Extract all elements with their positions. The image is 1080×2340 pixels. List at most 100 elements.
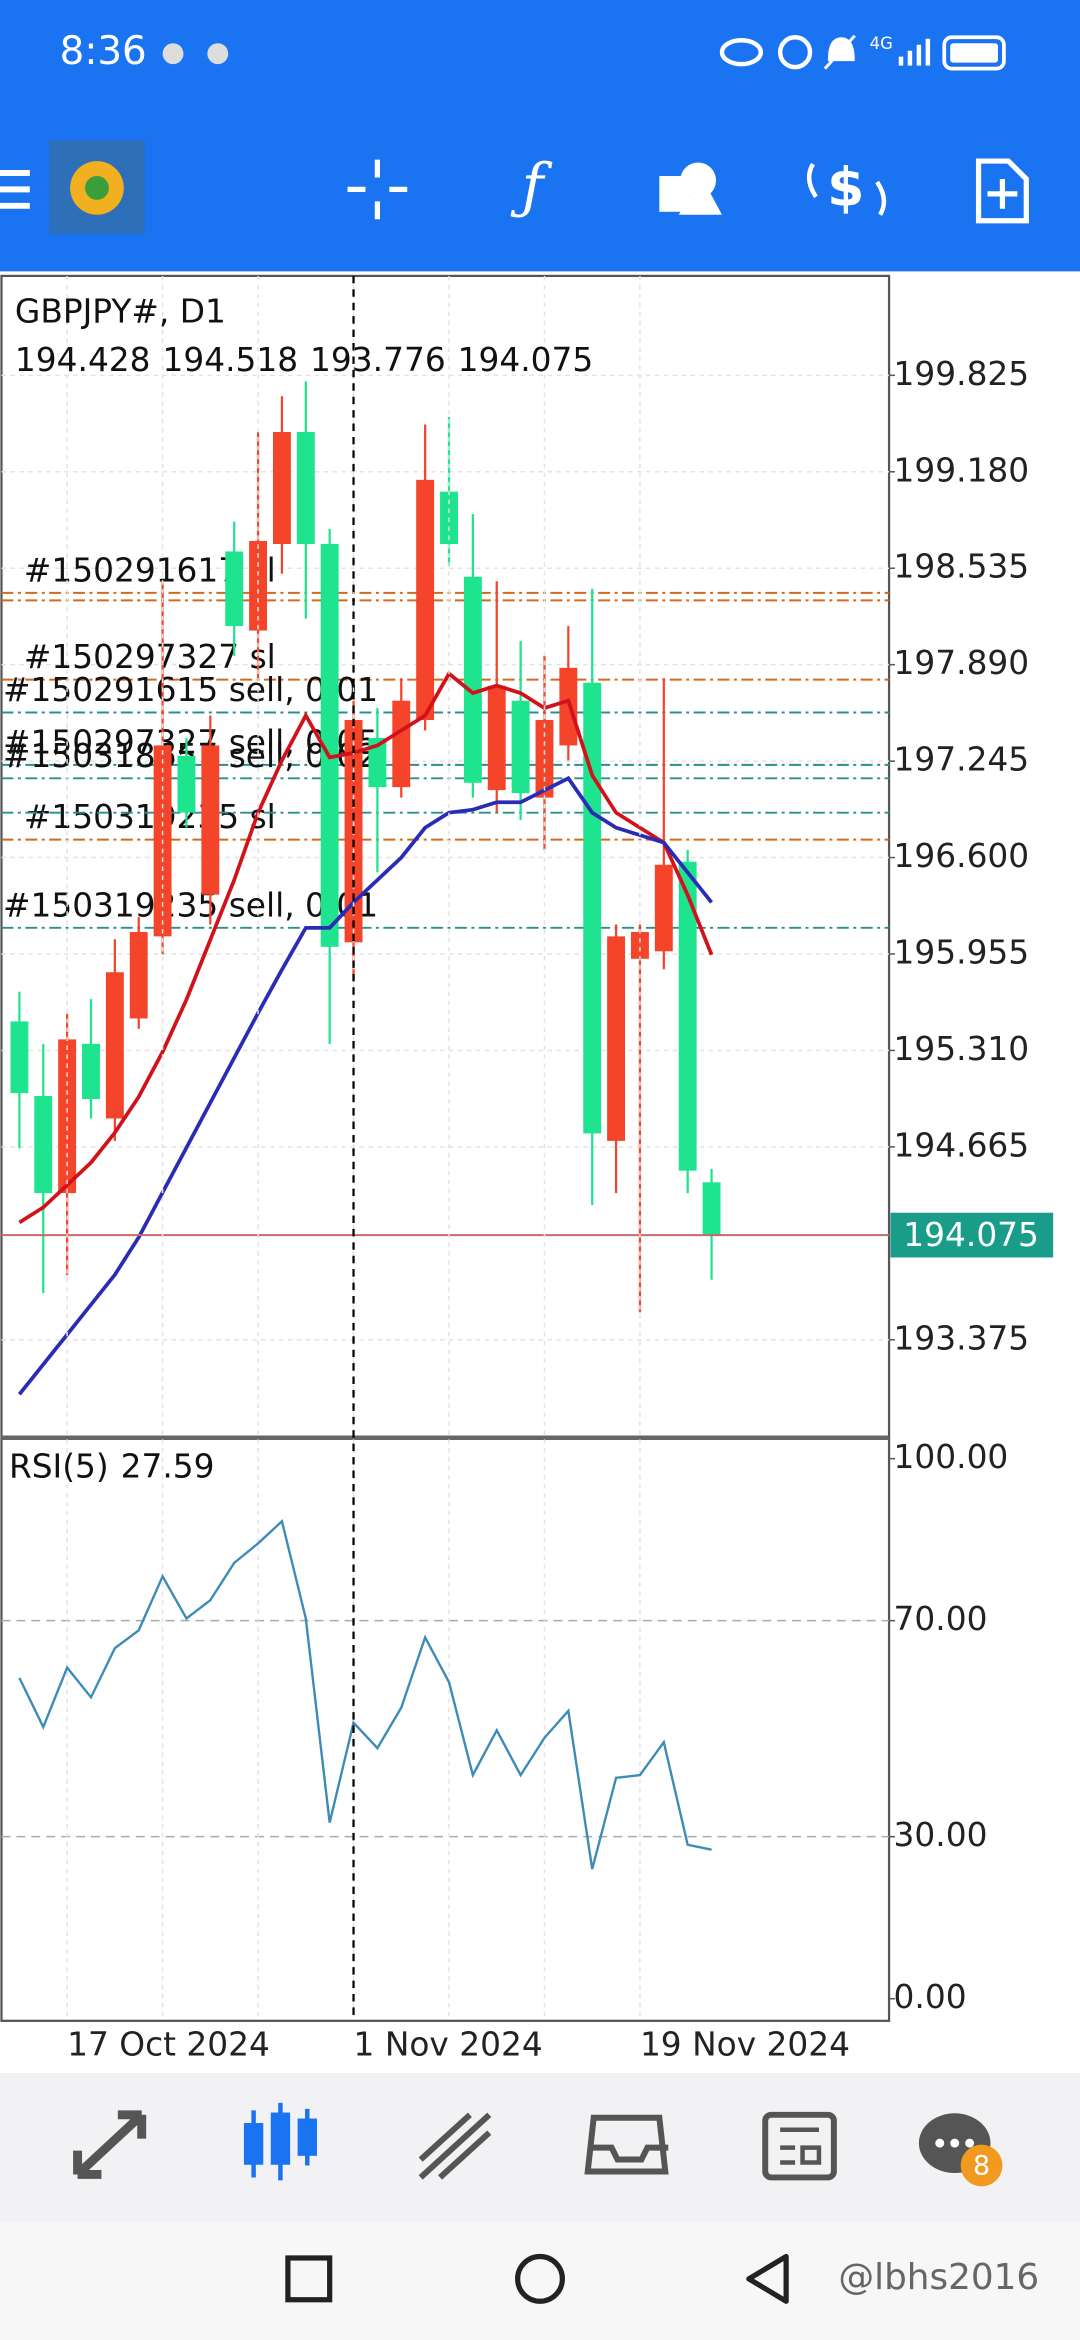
new-order-button[interactable]: [975, 158, 1029, 224]
battery-level: [950, 43, 998, 63]
candle-body: [177, 755, 196, 813]
y-tick-label: 198.535: [894, 548, 1030, 586]
chart-frame: [0, 274, 891, 2022]
y-tick-label: 199.180: [894, 451, 1030, 489]
logo-mark: [85, 175, 109, 200]
ohlc-readout: 194.428 194.518 193.776 194.075: [15, 340, 593, 378]
x-tick-label: 17 Oct 2024: [67, 2026, 270, 2064]
order-label: #150319235 sell, 0.01: [3, 886, 378, 924]
moving-average: [18, 670, 714, 1224]
candle-body: [416, 479, 435, 720]
y-tick-label: 193.375: [894, 1319, 1030, 1357]
y-tick-label: 195.955: [894, 934, 1030, 972]
chat-badge: [960, 2144, 1003, 2187]
y-tick-label: 199.825: [894, 355, 1030, 393]
candle-body: [463, 576, 482, 783]
objects-button[interactable]: [659, 162, 722, 215]
candle-body: [34, 1096, 53, 1194]
candle-body: [320, 544, 339, 947]
last-price-box: [890, 1212, 1054, 1258]
trade-arrows: [806, 162, 887, 216]
system-nav: [0, 2222, 1080, 2340]
y-tick-label: 70.00: [894, 1600, 988, 1638]
candle-body: [82, 1043, 100, 1100]
recents-button[interactable]: [285, 2255, 333, 2303]
y-tick-label: 197.890: [894, 644, 1030, 682]
candle-body: [630, 932, 649, 959]
ohlc-value: 193.776: [310, 340, 446, 378]
candle-body: [368, 737, 387, 788]
ohlc-value: 194.428: [15, 340, 151, 378]
candle-body: [105, 972, 124, 1119]
chat-dot: [935, 2138, 945, 2148]
history-tab[interactable]: [584, 2114, 669, 2175]
candle-body: [201, 745, 220, 895]
candle-body: [225, 551, 244, 627]
notif-icon: [207, 43, 229, 65]
battery-icon: [942, 35, 1006, 71]
signal-icon: [898, 38, 931, 66]
candle-body: [511, 700, 530, 794]
top-bar: [0, 0, 1080, 272]
candle-body: [678, 861, 697, 1171]
candle-body: [487, 685, 506, 791]
alarm-icon: [777, 35, 813, 70]
candle-body: [10, 1021, 29, 1094]
chart-title: GBPJPY#, D1: [15, 293, 226, 331]
candle-body: [702, 1182, 721, 1236]
chat-dot: [965, 2138, 975, 2148]
news-icon: [780, 2127, 822, 2165]
bottom-nav: [0, 2073, 1080, 2223]
y-tick-label: 0.00: [894, 1978, 967, 2016]
rsi-title: RSI(5) 27.59: [9, 1447, 215, 1485]
notif-icon: [162, 43, 184, 65]
candle-body: [129, 932, 148, 1019]
chart-tab[interactable]: [243, 2102, 317, 2181]
candle-body: [272, 432, 291, 545]
ohlc-value: 194.518: [162, 340, 298, 378]
y-tick-label: 195.310: [894, 1030, 1030, 1068]
y-tick-label: 30.00: [894, 1816, 988, 1854]
trade-tab[interactable]: [418, 2112, 492, 2180]
rsi-value: 27.59: [121, 1447, 215, 1485]
candle-body: [249, 541, 268, 631]
main-panel: #150291617 sl#150297327 sl#150319235 sl#…: [1, 275, 890, 1437]
rsi-name: RSI(5): [9, 1447, 109, 1485]
eye-icon: [719, 38, 764, 67]
chat-badge-count: 8: [973, 2150, 990, 2181]
back-button[interactable]: [746, 2253, 789, 2304]
crosshair-button[interactable]: [347, 159, 408, 220]
chart-area: [0, 271, 1080, 2074]
y-tick-label: 197.245: [894, 741, 1030, 779]
x-tick-label: 19 Nov 2024: [640, 2026, 850, 2064]
new-order-plus: [987, 178, 1018, 209]
candle-body: [654, 864, 673, 952]
ohlc-value: 194.075: [458, 340, 594, 378]
candle-body: [58, 1039, 77, 1194]
home-button[interactable]: [515, 2253, 565, 2304]
last-price-label: 194.075: [903, 1216, 1039, 1254]
network-type: 4G: [870, 34, 893, 53]
news-tab[interactable]: [762, 2111, 837, 2181]
x-tick-label: 1 Nov 2024: [354, 2026, 543, 2064]
order-label: #150291615 sell, 0.01: [3, 671, 378, 709]
chat-dot: [950, 2138, 960, 2148]
trade-button[interactable]: $: [827, 156, 864, 219]
watermark: @lbhs2016: [838, 2257, 1039, 2298]
candle-body: [583, 682, 602, 1134]
candle-body: [607, 936, 626, 1141]
y-tick-label: 100.00: [894, 1438, 1009, 1476]
mute-icon: [823, 34, 856, 70]
quotes-tab[interactable]: [73, 2110, 147, 2179]
rsi-line: [18, 1519, 712, 1870]
menu-button[interactable]: [0, 170, 30, 209]
y-tick-label: 194.665: [894, 1126, 1030, 1164]
order-label: #150319235 sl: [24, 798, 276, 836]
candle-body: [296, 432, 315, 545]
y-tick-label: 196.600: [894, 837, 1030, 875]
moving-average: [17, 775, 714, 1396]
candle-body: [392, 700, 411, 788]
status-time: 8:36: [60, 29, 147, 74]
